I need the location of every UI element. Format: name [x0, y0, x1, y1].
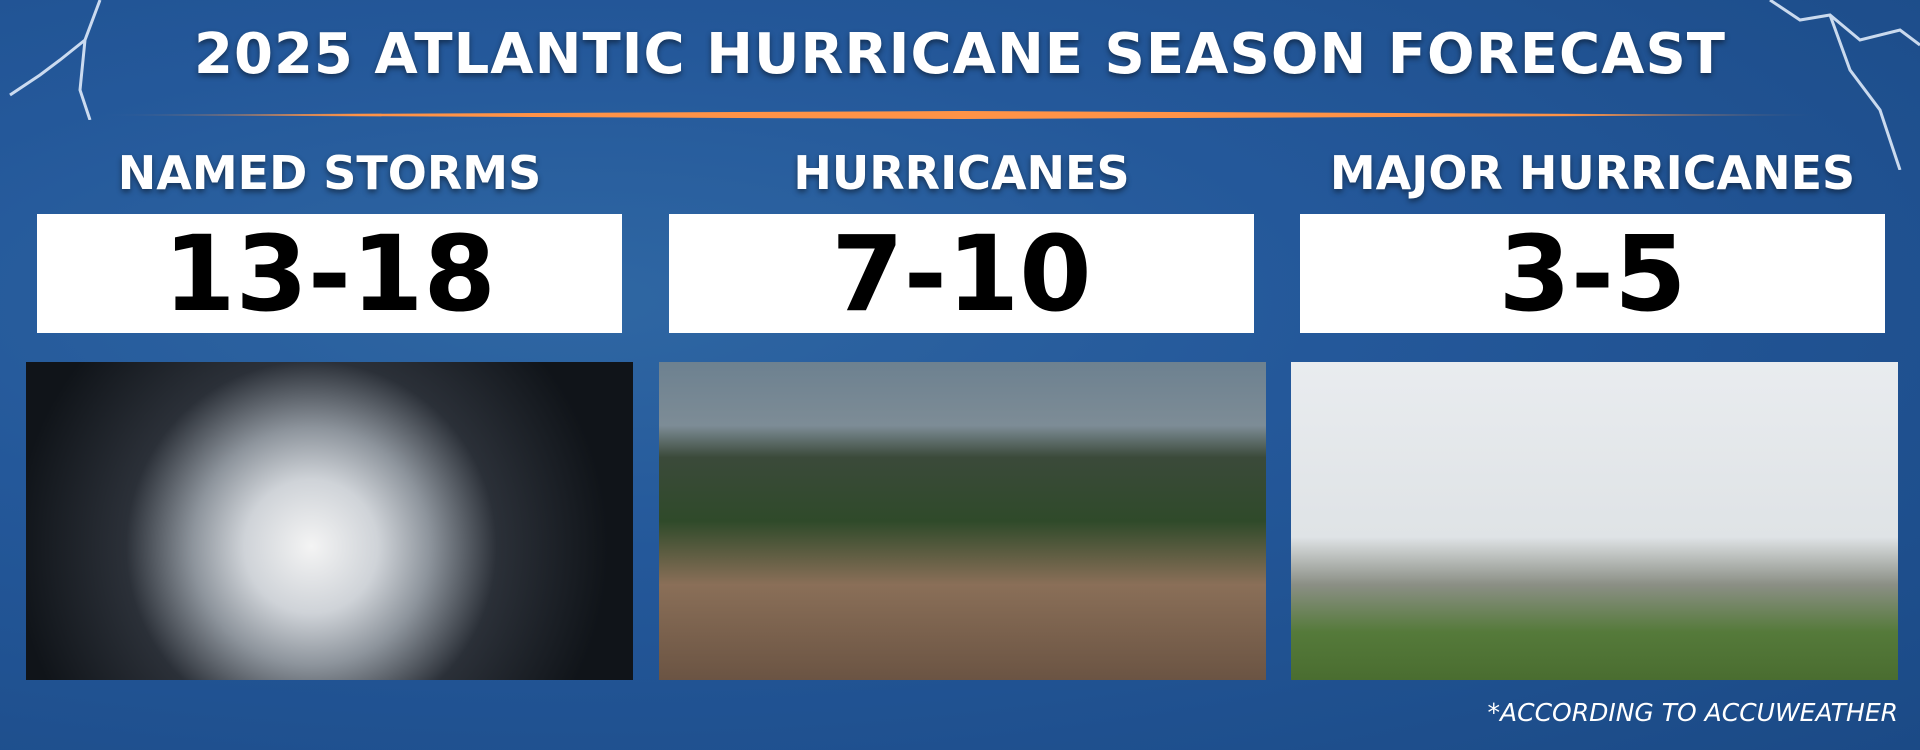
satellite-hurricane-image [26, 362, 633, 680]
major-hurricanes-value: 3-5 [1300, 213, 1885, 335]
hurricanes-label: HURRICANES [793, 146, 1130, 200]
page-title: 2025 ATLANTIC HURRICANE SEASON FORECAST [194, 22, 1726, 87]
lightning-right-decoration [1769, 0, 1920, 170]
flooded-city-image [659, 362, 1266, 680]
named-storms-label: NAMED STORMS [117, 146, 542, 200]
hurricanes-value: 7-10 [669, 213, 1254, 335]
lightning-left-decoration [9, 0, 102, 120]
major-hurricanes-label: MAJOR HURRICANES [1329, 146, 1856, 200]
collapsed-power-towers-image [1291, 362, 1898, 680]
named-storms-value: 13-18 [37, 213, 622, 335]
title-divider [98, 111, 1825, 119]
source-footnote: *ACCORDING TO ACCUWEATHER [1487, 698, 1898, 727]
